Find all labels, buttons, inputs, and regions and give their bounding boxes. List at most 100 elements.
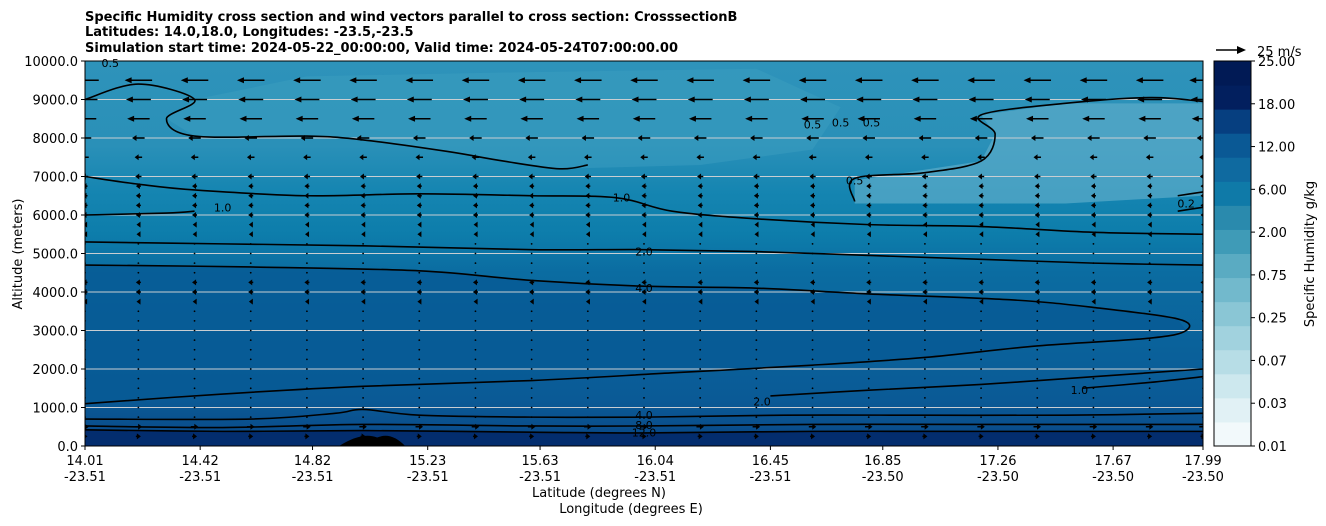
wind-vector-head bbox=[752, 154, 757, 161]
wind-vector-head bbox=[922, 202, 927, 209]
wind-vector bbox=[867, 406, 870, 409]
wind-vector-head bbox=[1024, 96, 1032, 103]
wind-vector bbox=[362, 242, 364, 245]
wind-vector-head bbox=[192, 212, 197, 218]
wind-vector-head bbox=[978, 183, 983, 190]
wind-vector-head bbox=[517, 77, 525, 84]
wind-vector bbox=[867, 252, 870, 255]
wind-vector-head bbox=[912, 96, 920, 103]
wind-vector bbox=[755, 387, 758, 390]
wind-vector-head bbox=[753, 202, 758, 209]
wind-vector bbox=[811, 416, 814, 419]
wind-vector bbox=[1148, 358, 1151, 361]
wind-vector bbox=[867, 339, 870, 342]
wind-vector bbox=[643, 396, 645, 399]
wind-vector-head bbox=[359, 173, 364, 180]
wind-vector-head bbox=[801, 115, 809, 122]
title-line-2: Latitudes: 14.0,18.0, Longitudes: -23.5,… bbox=[85, 25, 414, 40]
wind-vector-head bbox=[1200, 213, 1203, 217]
wind-vector-head bbox=[754, 298, 759, 305]
wind-vector-head bbox=[1200, 203, 1203, 208]
y-tick-label: 9000.0 bbox=[33, 94, 79, 109]
colorbar-band-4 bbox=[1214, 325, 1251, 351]
wind-vector-head bbox=[585, 279, 590, 286]
wind-vector bbox=[924, 319, 926, 322]
wind-vector-head bbox=[248, 298, 253, 305]
wind-vector-head bbox=[472, 183, 477, 190]
wind-vector bbox=[643, 252, 645, 255]
wind-vector bbox=[1036, 319, 1039, 322]
wind-vector bbox=[474, 262, 477, 265]
wind-vector-head bbox=[697, 212, 702, 218]
wind-vector-head bbox=[361, 298, 366, 305]
x-tick-label-lat: 17.67 bbox=[1095, 454, 1132, 469]
contour-0-5-0 bbox=[85, 83, 588, 170]
wind-vector-head bbox=[810, 183, 815, 190]
x-tick-label-lon: -23.50 bbox=[1182, 470, 1224, 485]
wind-vector bbox=[586, 252, 589, 255]
wind-vector bbox=[474, 339, 477, 342]
wind-vector-head bbox=[134, 154, 139, 161]
wind-vector bbox=[137, 271, 140, 274]
wind-vector-head bbox=[525, 135, 530, 141]
wind-vector-head bbox=[531, 423, 536, 430]
wind-vector-head bbox=[360, 202, 365, 209]
wind-vector bbox=[530, 406, 533, 409]
wind-vector-head bbox=[1191, 115, 1199, 122]
wind-vector bbox=[193, 339, 196, 342]
wind-vector bbox=[306, 368, 308, 370]
wind-vector bbox=[1092, 252, 1095, 255]
wind-vector-head bbox=[529, 279, 534, 286]
wind-vector-head bbox=[248, 212, 253, 218]
wind-vector bbox=[980, 416, 982, 419]
wind-vector-head bbox=[924, 423, 929, 430]
wind-vector-head bbox=[1200, 193, 1203, 198]
wind-vector-head bbox=[810, 192, 815, 199]
wind-vector bbox=[1148, 368, 1151, 370]
colorbar-band-1 bbox=[1214, 397, 1251, 423]
wind-vector bbox=[474, 377, 477, 380]
wind-vector bbox=[924, 262, 926, 265]
wind-vector bbox=[586, 387, 589, 390]
wind-vector-head bbox=[810, 202, 815, 209]
wind-vector bbox=[699, 329, 702, 332]
colorbar-band-10 bbox=[1214, 181, 1251, 206]
wind-vector-head bbox=[1090, 279, 1095, 286]
wind-vector-head bbox=[527, 154, 532, 161]
wind-vector-head bbox=[1148, 433, 1153, 440]
wind-vector bbox=[980, 396, 982, 399]
wind-vector-head bbox=[586, 433, 591, 440]
y-tick-label: 2000.0 bbox=[33, 363, 79, 378]
colorbar-band-6 bbox=[1214, 277, 1251, 303]
wind-vector-head bbox=[244, 135, 249, 141]
wind-vector bbox=[755, 319, 758, 322]
wind-vector-head bbox=[529, 298, 534, 305]
wind-vector bbox=[418, 416, 421, 419]
wind-vector bbox=[924, 271, 926, 274]
title-line-3: Simulation start time: 2024-05-22_00:00:… bbox=[85, 41, 678, 56]
wind-vector bbox=[811, 377, 814, 380]
wind-vector bbox=[306, 310, 308, 313]
wind-vector bbox=[306, 242, 308, 245]
x-tick-label-lon: -23.50 bbox=[977, 470, 1019, 485]
wind-vector-head bbox=[753, 173, 758, 180]
wind-vector bbox=[193, 262, 196, 265]
wind-vector bbox=[418, 348, 421, 351]
contour-label-0: 0.5 bbox=[102, 57, 120, 70]
wind-vector bbox=[699, 387, 702, 390]
y-tick-label: 6000.0 bbox=[33, 209, 79, 224]
wind-vector-head bbox=[416, 202, 421, 209]
wind-vector bbox=[643, 406, 645, 409]
wind-vector bbox=[249, 262, 252, 265]
wind-vector-head bbox=[415, 154, 420, 161]
wind-vector bbox=[137, 368, 140, 370]
wind-vector-head bbox=[349, 77, 357, 84]
wind-vector bbox=[418, 319, 421, 322]
wind-vector-head bbox=[641, 183, 646, 190]
wind-vector bbox=[699, 252, 702, 255]
wind-vector-head bbox=[979, 298, 984, 305]
colorbar-tick-label: 0.03 bbox=[1258, 397, 1287, 412]
wind-vector-head bbox=[641, 289, 646, 295]
wind-vector bbox=[643, 242, 645, 245]
contour-1-0-1 bbox=[85, 175, 1203, 236]
